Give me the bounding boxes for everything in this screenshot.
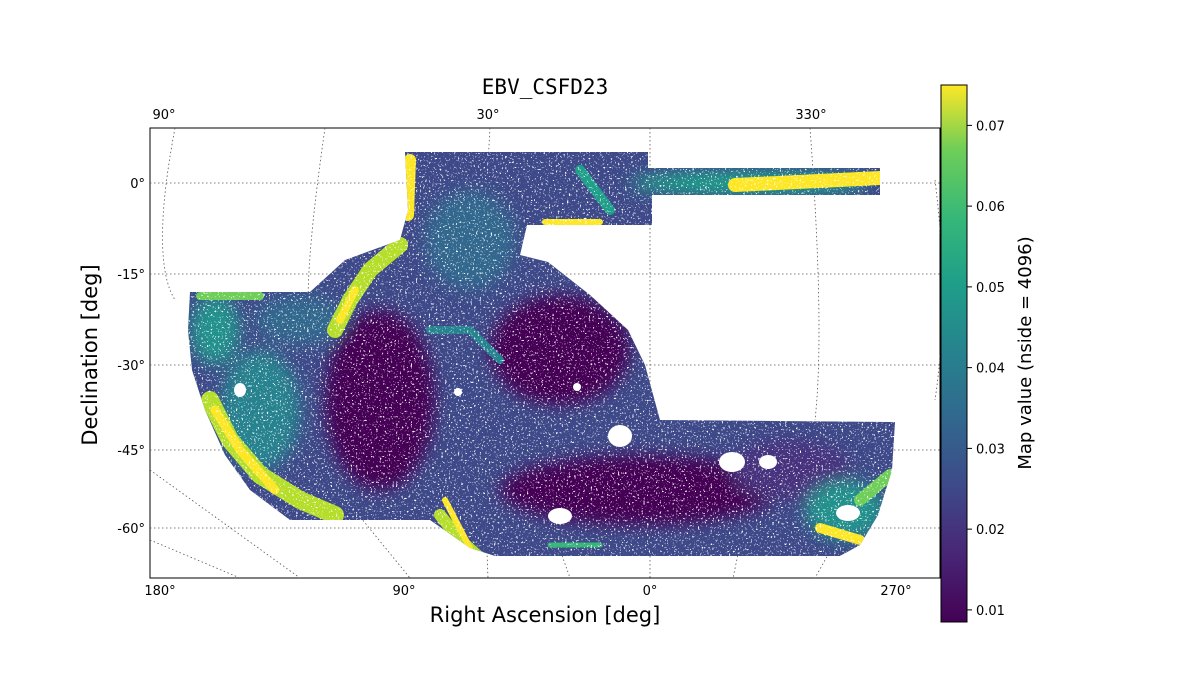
colorbar-tick-label: 0.02 bbox=[976, 523, 1005, 538]
x-tick-labels-top: 90° 30° 330° bbox=[152, 108, 826, 123]
colorbar-tick-label: 0.03 bbox=[976, 442, 1005, 457]
colorbar-tick-label: 0.04 bbox=[976, 362, 1005, 377]
x-tick-label-top: 330° bbox=[795, 108, 826, 123]
y-tick-labels: 0° -15° -30° -45° -60° bbox=[117, 177, 145, 537]
x-tick-label: 90° bbox=[392, 584, 415, 599]
colorbar-tick-label: 0.06 bbox=[976, 200, 1005, 215]
chart-title: EBV_CSFD23 bbox=[482, 75, 608, 99]
x-tick-label: 0° bbox=[643, 584, 658, 599]
x-tick-label-top: 90° bbox=[152, 108, 175, 123]
colorbar bbox=[940, 84, 968, 623]
colorbar-tick-label: 0.01 bbox=[976, 604, 1005, 619]
y-tick-label: -60° bbox=[117, 522, 145, 537]
y-axis-label: Declination [deg] bbox=[78, 264, 102, 445]
y-tick-label: -30° bbox=[117, 359, 145, 374]
colorbar-label: Map value (nside = 4096) bbox=[1015, 236, 1036, 469]
x-tick-label: 270° bbox=[880, 584, 911, 599]
colorbar-tick-label: 0.05 bbox=[976, 281, 1005, 296]
y-tick-label: -45° bbox=[117, 444, 145, 459]
colorbar-tick-labels: 0.01 0.02 0.03 0.04 0.05 0.06 0.07 bbox=[967, 119, 1005, 619]
dust-map-footprint bbox=[188, 152, 895, 556]
x-tick-label-top: 30° bbox=[476, 108, 499, 123]
y-tick-label: 0° bbox=[130, 177, 145, 192]
masked-regions bbox=[234, 383, 860, 524]
colorbar-tick-label: 0.07 bbox=[976, 119, 1005, 134]
x-axis-label: Right Ascension [deg] bbox=[430, 603, 661, 627]
x-tick-label: 180° bbox=[144, 584, 175, 599]
y-tick-label: -15° bbox=[117, 268, 145, 283]
x-tick-labels-bottom: 180° 90° 0° 270° bbox=[144, 584, 911, 599]
